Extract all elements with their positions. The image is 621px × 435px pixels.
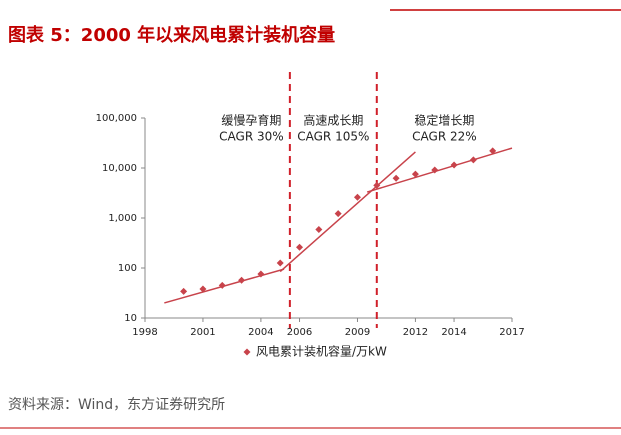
data-point [296, 243, 304, 251]
data-point [431, 166, 439, 174]
x-tick-label: 2009 [345, 327, 370, 338]
y-tick-label: 1,000 [108, 213, 137, 224]
data-point [238, 276, 246, 284]
cagr-label: CAGR 22% [412, 130, 477, 144]
data-point [257, 270, 265, 278]
data-point [199, 285, 207, 293]
data-point [353, 193, 361, 201]
cagr-label: CAGR 105% [297, 130, 369, 144]
x-tick-label: 2017 [499, 327, 524, 338]
data-point [392, 174, 400, 182]
data-point [469, 156, 477, 164]
x-tick-label: 2006 [287, 327, 312, 338]
x-tick-label: 2012 [403, 327, 428, 338]
data-point [450, 161, 458, 169]
x-tick-label: 1998 [132, 327, 157, 338]
x-tick-label: 2004 [248, 327, 273, 338]
data-point [276, 259, 284, 267]
period-label: 稳定增长期 [414, 113, 474, 128]
legend-marker [243, 348, 251, 356]
chart-title: 图表 5：2000 年以来风电累计装机容量 [8, 24, 335, 46]
y-tick-label: 100,000 [96, 113, 137, 124]
data-point [489, 147, 497, 155]
data-point [411, 170, 419, 178]
data-point [180, 287, 188, 295]
data-point [218, 281, 226, 289]
trend-line [279, 151, 416, 273]
legend-label: 风电累计装机容量/万kW [256, 344, 387, 359]
y-tick-label: 10 [124, 313, 137, 324]
period-label: 缓慢孕育期 [221, 113, 281, 128]
cagr-label: CAGR 30% [219, 130, 284, 144]
source-note: 资料来源：Wind，东方证券研究所 [8, 397, 225, 413]
period-label: 高速成长期 [303, 113, 363, 128]
trend-line [366, 147, 513, 193]
data-point [334, 210, 342, 218]
data-point [373, 181, 381, 189]
y-tick-label: 100 [118, 263, 137, 274]
y-tick-label: 10,000 [102, 163, 137, 174]
data-point [315, 225, 323, 233]
x-tick-label: 2014 [441, 327, 466, 338]
x-tick-label: 2001 [190, 327, 215, 338]
